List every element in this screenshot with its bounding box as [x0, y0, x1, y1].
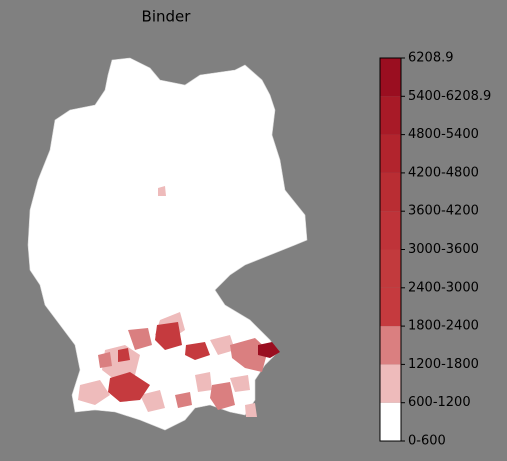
- region: [128, 328, 152, 350]
- colorbar-label: 1800-2400: [408, 319, 479, 334]
- colorbar-label: 0-600: [408, 434, 446, 449]
- colorbar-label: 600-1200: [408, 395, 471, 410]
- region: [102, 345, 140, 380]
- colorbar-label: 1200-1800: [408, 357, 479, 372]
- region: [185, 342, 210, 360]
- colorbar-segment: [380, 364, 401, 403]
- region: [78, 380, 110, 405]
- colorbar-segment: [380, 96, 401, 135]
- germany-map: [27, 57, 308, 431]
- region: [210, 335, 235, 355]
- region: [195, 372, 212, 392]
- region: [245, 403, 257, 417]
- region: [210, 382, 235, 410]
- colorbar: 0-600 600-1200 1200-1800 1800-2400 2400-3000…: [379, 51, 491, 449]
- region: [155, 322, 182, 350]
- colorbar-label: 6208.9: [408, 51, 454, 66]
- colorbar-label: 5400-6208.9: [408, 89, 491, 104]
- colorbar-segment: [380, 134, 401, 173]
- colorbar-segment: [380, 326, 401, 365]
- region: [98, 352, 112, 368]
- region: [230, 375, 250, 392]
- region: [158, 186, 166, 196]
- colorbar-segment: [380, 402, 401, 441]
- region-highest: [258, 342, 280, 358]
- colorbar-label: 3000-3600: [408, 242, 479, 257]
- colorbar-segment: [380, 287, 401, 327]
- colorbar-label: 2400-3000: [408, 280, 479, 295]
- region-high: [108, 322, 210, 402]
- colorbar-label: 3600-4200: [408, 204, 479, 219]
- region: [118, 348, 130, 362]
- colorbar-label: 4800-5400: [408, 127, 479, 142]
- region: [140, 390, 165, 412]
- colorbar-segment: [380, 211, 401, 250]
- colorbar-label: 4200-4800: [408, 165, 479, 180]
- region: [108, 372, 150, 402]
- country-outline: [27, 57, 308, 431]
- map-title: Binder: [142, 8, 192, 26]
- colorbar-segment: [380, 172, 401, 212]
- colorbar-segment: [380, 249, 401, 288]
- region: [175, 392, 192, 408]
- colorbar-segment: [380, 58, 401, 97]
